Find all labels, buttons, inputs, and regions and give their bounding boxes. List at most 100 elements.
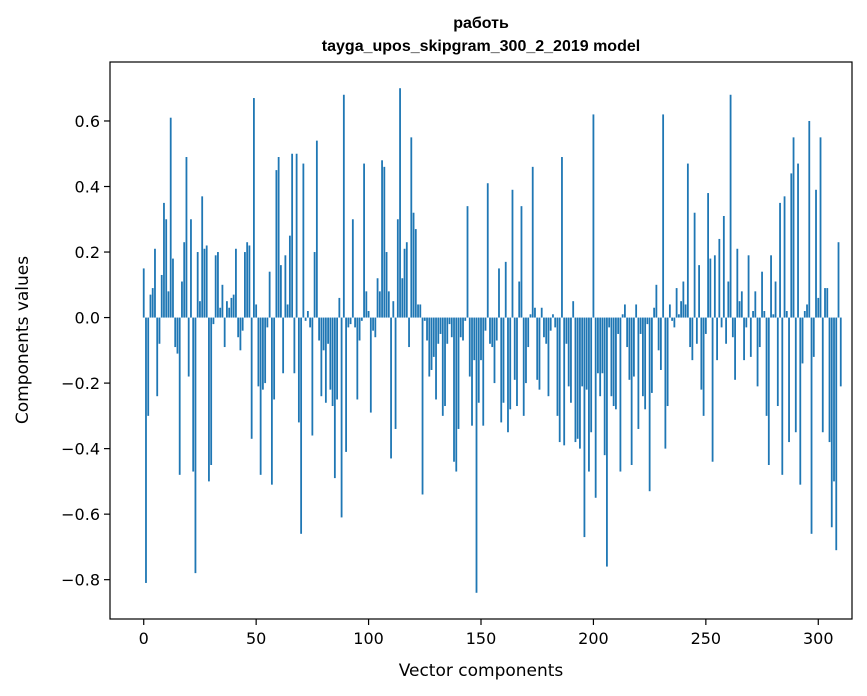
bar <box>266 317 269 328</box>
y-tick-label: 0.4 <box>75 178 100 197</box>
bar <box>410 137 413 318</box>
bar <box>369 317 372 413</box>
bar <box>417 304 419 318</box>
bar <box>356 317 359 400</box>
bar <box>253 98 255 318</box>
bar <box>291 153 294 318</box>
bar <box>799 317 802 485</box>
bar <box>833 317 835 482</box>
bar <box>671 317 674 321</box>
bar <box>181 281 183 318</box>
bar <box>196 252 199 318</box>
bar <box>803 311 806 318</box>
bar <box>333 317 336 479</box>
bar <box>351 219 354 318</box>
bar <box>210 317 213 465</box>
bar <box>392 301 395 318</box>
chart-title: работь <box>453 15 509 32</box>
bar <box>801 317 804 364</box>
bar <box>412 212 415 318</box>
bar <box>275 170 278 318</box>
bar <box>268 271 271 318</box>
bar <box>590 317 593 433</box>
bar <box>232 294 235 318</box>
bar <box>839 317 842 387</box>
bar <box>776 317 779 407</box>
bar <box>774 281 777 318</box>
bar <box>792 137 795 318</box>
y-tick-label: −0.6 <box>61 505 100 524</box>
bar <box>673 317 676 328</box>
bar <box>169 117 172 318</box>
bar <box>567 317 570 387</box>
bar <box>794 317 797 433</box>
bar <box>507 317 509 433</box>
bar <box>214 255 217 318</box>
bar <box>489 317 491 344</box>
bar <box>495 317 498 341</box>
bar <box>342 94 345 318</box>
bar <box>617 317 620 334</box>
bar <box>264 317 267 384</box>
bar <box>545 317 548 344</box>
bar <box>808 120 811 318</box>
bar <box>466 206 469 318</box>
bar <box>219 307 222 318</box>
bar <box>583 317 586 538</box>
bar <box>167 291 170 318</box>
bar <box>172 258 174 318</box>
bar <box>145 317 147 583</box>
bar <box>729 94 732 318</box>
bar <box>255 304 258 318</box>
bar <box>221 284 224 318</box>
bar <box>513 317 516 380</box>
bar <box>374 317 377 338</box>
bar <box>455 317 458 472</box>
bar <box>394 317 397 429</box>
bar <box>819 137 822 318</box>
bar <box>365 291 368 318</box>
bar <box>677 314 680 318</box>
bar <box>358 317 361 341</box>
bar <box>178 317 181 475</box>
bar <box>493 317 496 384</box>
bar <box>700 317 703 390</box>
chart-subtitle: tayga_upos_skipgram_300_2_2019 model <box>322 38 640 55</box>
bars-group <box>142 88 842 593</box>
bar <box>628 317 631 380</box>
bar <box>689 317 692 348</box>
bar <box>837 242 840 318</box>
bar <box>758 317 761 348</box>
bar <box>315 140 318 318</box>
x-tick-label: 250 <box>691 629 722 648</box>
bar <box>738 301 741 318</box>
bar <box>646 317 649 325</box>
bar <box>572 301 575 318</box>
bar <box>421 317 424 495</box>
bar <box>450 317 453 338</box>
bar <box>372 317 374 331</box>
bar <box>396 219 399 318</box>
bar <box>192 317 195 472</box>
bar <box>641 317 644 397</box>
bar <box>565 317 568 344</box>
bar <box>727 281 730 318</box>
bar <box>556 317 559 416</box>
bar <box>698 265 700 318</box>
bar <box>295 153 298 318</box>
bar <box>277 157 280 318</box>
bar <box>763 311 766 318</box>
bar <box>594 317 597 498</box>
bar <box>194 317 197 574</box>
bar <box>471 317 473 426</box>
bar <box>554 317 557 328</box>
bar <box>156 317 159 397</box>
bar <box>686 163 689 318</box>
bar <box>237 317 240 338</box>
bar <box>286 304 289 318</box>
bar <box>432 317 435 357</box>
bar <box>704 317 707 334</box>
bar <box>824 288 826 318</box>
bar <box>668 304 671 318</box>
bar <box>747 255 750 318</box>
